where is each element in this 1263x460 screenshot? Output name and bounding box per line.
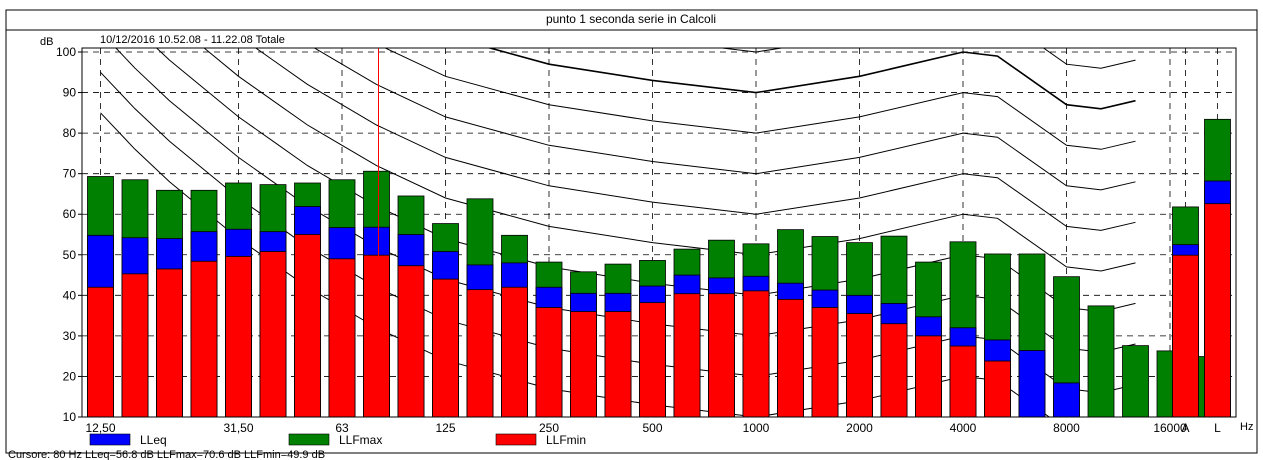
bar-llfmin-A [1172, 254, 1199, 418]
bar-llfmin-1600 [811, 307, 839, 418]
chart-title: punto 1 seconda serie in Calcoli [546, 12, 716, 26]
plot-area-border [81, 47, 1237, 418]
legend-swatch-llfmax [288, 433, 330, 446]
bar-llfmin-25 [190, 260, 218, 418]
bar-llfmax-12500 [1122, 345, 1149, 418]
x-tick-label: 1000 [743, 421, 770, 435]
y-tick-label: 70 [63, 167, 77, 181]
x-tick-label: A [1181, 421, 1189, 435]
bar-llfmin-500 [639, 302, 666, 418]
bar-llfmin-5000 [984, 360, 1011, 418]
bar-llfmin-2500 [880, 323, 908, 418]
bar-llfmin-4000 [949, 345, 977, 418]
bar-llfmin-40 [259, 251, 287, 418]
y-tick-label: 50 [63, 248, 77, 262]
cursor-readout: Cursore: 80 Hz LLeq=56.8 dB LLFmax=70.6 … [8, 449, 325, 460]
legend-label-llfmax: LLFmax [339, 433, 382, 447]
bar-llfmin-16 [121, 273, 149, 418]
bar-llfmin-800 [708, 293, 735, 418]
x-tick-label: 250 [539, 421, 559, 435]
y-tick-label: 20 [63, 369, 77, 383]
y-tick-label: 80 [63, 126, 77, 140]
y-tick-label: 30 [63, 329, 77, 343]
bar-llfmin-12,5 [87, 286, 114, 418]
bar-llfmin-80 [363, 254, 390, 418]
isophone-curve [384, 48, 1136, 150]
bar-llfmin-160 [466, 289, 494, 418]
bar-llfmin-630 [673, 293, 701, 418]
bar-llfmin-1000 [742, 290, 770, 418]
x-tick-label: 31,50 [223, 421, 253, 435]
bar-llfmin-125 [432, 278, 459, 418]
bar-llfmin-250 [535, 307, 563, 418]
y-tick-label: 60 [63, 207, 77, 221]
legend-swatch-llfmin [495, 433, 537, 446]
x-tick-label: 125 [435, 421, 455, 435]
bar-lleq-6300 [1018, 350, 1046, 418]
bar-llfmin-20 [156, 268, 183, 418]
bar-llfmin-315 [570, 311, 597, 418]
x-tick-label: L [1214, 421, 1221, 435]
y-tick-label: 10 [63, 410, 77, 424]
bar-llfmin-400 [604, 311, 632, 418]
bar-llfmin-100 [397, 265, 425, 418]
legend-swatch-lleq [89, 433, 131, 446]
x-tick-label: 8000 [1053, 421, 1080, 435]
legend-label-lleq: LLeq [140, 433, 167, 447]
y-axis-unit: dB [40, 36, 53, 48]
x-tick-label: 12,50 [85, 421, 115, 435]
y-tick-label: 90 [63, 86, 77, 100]
bar-llfmin-31,5 [225, 255, 252, 418]
axes: 10 20 30 40 50 60 70 80 90 100 12,50 31,50 63 125 250 5… [56, 45, 1237, 435]
bar-llfmin-200 [501, 286, 528, 418]
x-tick-label: 2000 [846, 421, 873, 435]
x-tick-label: 500 [642, 421, 662, 435]
bar-llfmin-L [1204, 203, 1231, 418]
y-tick-label: 100 [56, 45, 76, 59]
bar-lleq-8000 [1053, 382, 1080, 418]
bar-llfmin-2000 [846, 313, 873, 418]
x-axis-unit: Hz [1240, 421, 1253, 433]
legend-label-llfmin: LLFmin [546, 433, 586, 447]
bar-llfmax-10000 [1087, 305, 1115, 418]
isophone-curve [313, 48, 1136, 191]
y-tick-label: 40 [63, 288, 77, 302]
bar-llfmin-1250 [777, 298, 804, 418]
bar-llfmin-50 [294, 234, 321, 418]
legend: LLeq LLFmax LLFmin [89, 433, 586, 447]
x-tick-label: 4000 [950, 421, 977, 435]
outer-frame [5, 9, 1258, 454]
isophone-curve [254, 48, 1136, 231]
isophone-curve [486, 48, 1136, 110]
bar-series [87, 118, 1231, 418]
bar-llfmin-3150 [915, 335, 942, 418]
x-tick-label: 63 [335, 421, 349, 435]
x-tick-label: 16000 [1153, 421, 1187, 435]
bar-llfmin-63 [328, 258, 356, 418]
isophone-curve [203, 48, 1136, 272]
chart-subtitle: 10/12/2016 10.52.08 - 11.22.08 Totale [100, 34, 285, 46]
